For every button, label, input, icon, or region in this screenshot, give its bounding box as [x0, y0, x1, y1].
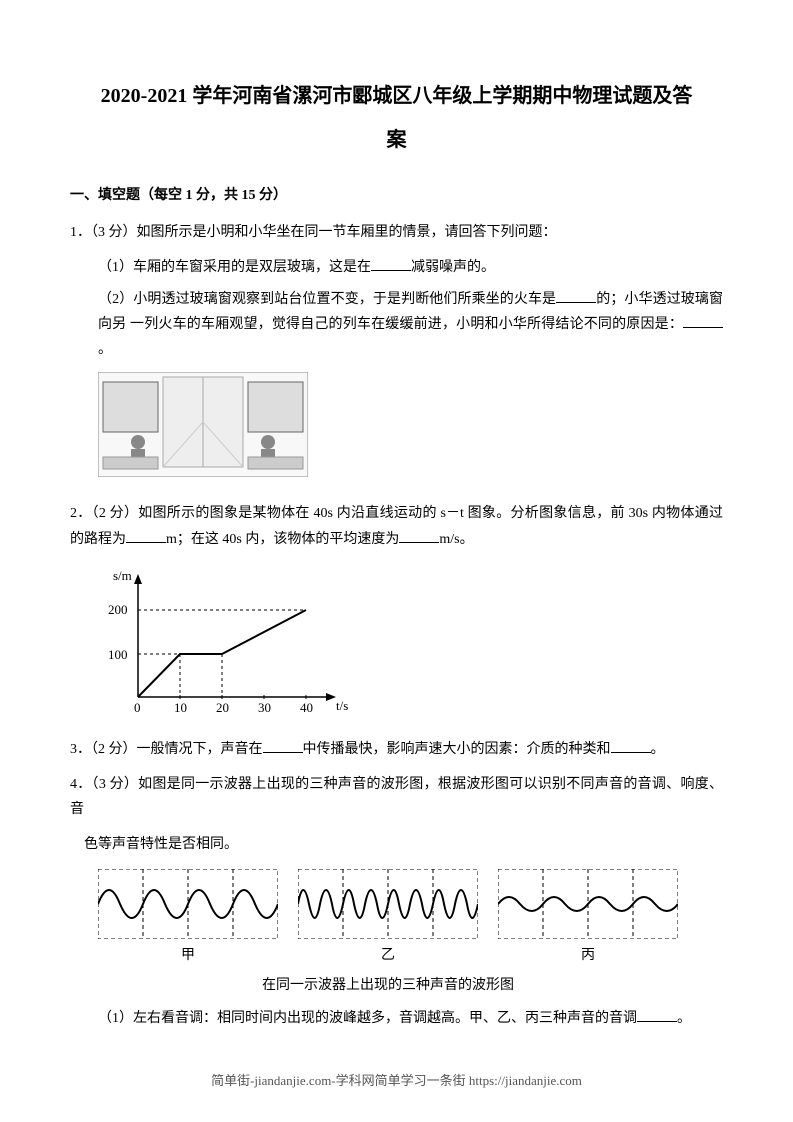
question-1-sub1: （1）车厢的车窗采用的是双层玻璃，这是在 减弱噪声的。 — [70, 255, 723, 280]
q4-text-1: 4．（3 分）如图是同一示波器上出现的三种声音的波形图，根据波形图可以识别不同声… — [70, 777, 723, 817]
x-tick-0: 0 — [134, 700, 141, 715]
st-graph-svg: s/m t/s 200 100 0 10 20 30 40 — [98, 562, 358, 722]
question-4-sub1: （1）左右看音调：相同时间内出现的波峰越多，音调越高。甲、乙、丙三种声音的音调 。 — [70, 1006, 723, 1031]
wave-yi — [298, 869, 478, 939]
x-tick-40: 40 — [300, 700, 313, 715]
q1-sub2-text-a: （2）小明透过玻璃窗观察到站台位置不变，于是判断他们所乘坐的火车是 — [98, 292, 556, 307]
question-4-stem: 4．（3 分）如图是同一示波器上出现的三种声音的波形图，根据波形图可以识别不同声… — [70, 772, 723, 822]
question-1-sub2: （2）小明透过玻璃窗观察到站台位置不变，于是判断他们所乘坐的火车是的；小华透过玻… — [70, 287, 723, 363]
blank — [371, 255, 411, 271]
q3-text-c: 。 — [651, 742, 665, 757]
q3-text-b: 中传播最快，影响声速大小的因素：介质的种类和 — [303, 742, 611, 757]
question-3-stem: 3．（2 分）一般情况下，声音在 中传播最快，影响声速大小的因素：介质的种类和 。 — [70, 737, 723, 762]
question-2-stem: 2．（2 分）如图所示的图象是某物体在 40s 内沿直线运动的 s－t 图象。分… — [70, 501, 723, 551]
section-header: 一、填空题（每空 1 分，共 15 分） — [70, 183, 723, 208]
q2-text-b: 的路程为 — [70, 532, 126, 547]
q4-sub1-text-b: 。 — [677, 1011, 691, 1026]
x-tick-10: 10 — [174, 700, 187, 715]
q3-text-a: 3．（2 分）一般情况下，声音在 — [70, 742, 263, 757]
train-scene-svg — [98, 372, 308, 477]
wave-label-yi: 乙 — [298, 943, 478, 968]
page-subtitle: 案 — [70, 122, 723, 158]
page-title: 2020-2021 学年河南省漯河市郾城区八年级上学期期中物理试题及答 — [70, 80, 723, 112]
wave-label-jia: 甲 — [98, 943, 278, 968]
blank — [556, 287, 596, 303]
page-footer: 简单街-jiandanjie.com-学科网简单学习一条街 https://ji… — [0, 1069, 793, 1092]
q2-text-a: 2．（2 分）如图所示的图象是某物体在 40s 内沿直线运动的 s－t 图象。分… — [70, 506, 723, 521]
wave-caption: 在同一示波器上出现的三种声音的波形图 — [98, 973, 678, 998]
blank — [399, 527, 439, 543]
x-tick-20: 20 — [216, 700, 229, 715]
wave-jia — [98, 869, 278, 939]
blank — [611, 737, 651, 753]
question-1-stem: 1．（3 分）如图所示是小明和小华坐在同一节车厢里的情景，请回答下列问题： — [70, 220, 723, 245]
blank — [126, 527, 166, 543]
wave-bing — [498, 869, 678, 939]
question-4-stem2: 色等声音特性是否相同。 — [70, 832, 723, 857]
question-4-waves: 甲 乙 丙 在同一示波器上出现的三种声音的波形图 — [98, 869, 698, 997]
q1-sub1-text-b: 减弱噪声的。 — [411, 260, 495, 275]
x-axis-label: t/s — [336, 698, 348, 713]
y-tick-200: 200 — [108, 602, 128, 617]
q2-text-d: m/s。 — [439, 532, 473, 547]
q1-sub2-text-c: 一列火车的车厢观望，觉得自己的列车在缓缓前进，小明和小华所得结论不同的原因是： — [130, 317, 683, 332]
q1-sub2-text-d: 。 — [98, 342, 112, 357]
question-1-image — [98, 372, 723, 486]
y-axis-label: s/m — [113, 568, 132, 583]
blank — [637, 1006, 677, 1022]
q2-text-c: m；在这 40s 内，该物体的平均速度为 — [166, 532, 399, 547]
q4-sub1-text-a: （1）左右看音调：相同时间内出现的波峰越多，音调越高。甲、乙、丙三种声音的音调 — [98, 1011, 637, 1026]
blank — [683, 312, 723, 328]
x-tick-30: 30 — [258, 700, 271, 715]
q1-sub1-text-a: （1）车厢的车窗采用的是双层玻璃，这是在 — [98, 260, 371, 275]
question-2-graph: s/m t/s 200 100 0 10 20 30 40 — [98, 562, 358, 722]
blank — [263, 737, 303, 753]
y-tick-100: 100 — [108, 647, 128, 662]
wave-label-bing: 丙 — [498, 943, 678, 968]
